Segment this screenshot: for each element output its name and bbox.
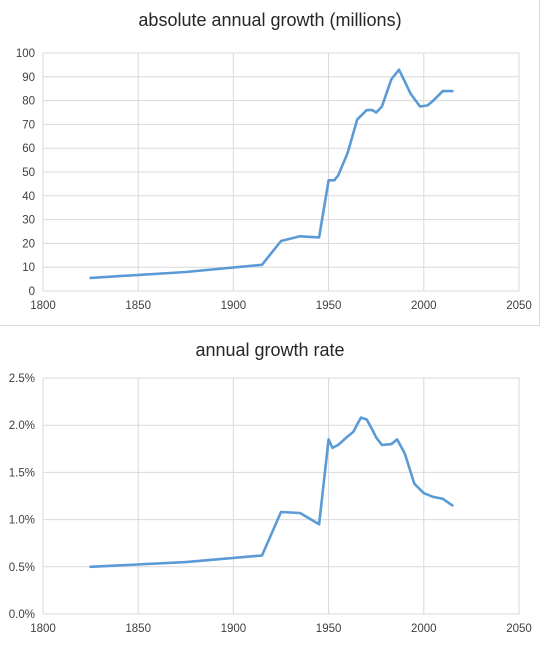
chart-panel-absolute-growth: absolute annual growth (millions) 0 10 20 3… — [0, 0, 540, 326]
y-tick-label: 0.5% — [9, 562, 35, 574]
series-line — [89, 68, 454, 280]
x-tick-label: 2050 — [506, 623, 532, 635]
y-tick-label: 0 — [29, 286, 35, 298]
chart-title: absolute annual growth (millions) — [138, 10, 402, 30]
chart-title: annual growth rate — [195, 340, 345, 360]
x-tick-label: 1800 — [30, 623, 56, 635]
chart-plot-absolute-growth: 0 10 20 30 40 50 60 70 80 90 100 1800 1850 1900 1950 20… — [16, 48, 532, 312]
x-tick-label: 1900 — [221, 623, 247, 635]
y-tick-label: 90 — [22, 72, 35, 84]
x-tick-label: 1950 — [316, 623, 342, 635]
x-tick-label: 1900 — [221, 300, 247, 312]
y-tick-label: 30 — [22, 215, 35, 227]
y-tick-label: 70 — [22, 119, 35, 131]
y-tick-label: 1.0% — [9, 515, 35, 527]
y-tick-label: 2.0% — [9, 420, 35, 432]
x-tick-label: 1950 — [316, 300, 342, 312]
y-tick-label: 1.5% — [9, 467, 35, 479]
y-tick-label: 20 — [22, 238, 35, 250]
x-tick-label: 1850 — [125, 623, 151, 635]
y-tick-label: 50 — [22, 167, 35, 179]
chart-plot-growth-rate: 0.0% 0.5% 1.0% 1.5% 2.0% 2.5% 1800 1850 1900 1950… — [9, 373, 532, 635]
y-tick-label: 10 — [22, 262, 35, 274]
y-tick-label: 0.0% — [9, 609, 35, 621]
series-line — [89, 416, 454, 569]
y-tick-label: 60 — [22, 143, 35, 155]
y-tick-label: 40 — [22, 191, 35, 203]
x-tick-label: 2050 — [506, 300, 532, 312]
y-tick-label: 100 — [16, 48, 35, 60]
y-tick-label: 2.5% — [9, 373, 35, 385]
x-tick-label: 1800 — [30, 300, 56, 312]
chart-panel-growth-rate: annual growth rate 0.0% 0.5% 1.0% 1.5% 2.0% 2… — [0, 332, 540, 653]
x-tick-label: 2000 — [411, 300, 437, 312]
x-tick-label: 1850 — [125, 300, 151, 312]
x-tick-label: 2000 — [411, 623, 437, 635]
y-tick-label: 80 — [22, 96, 35, 108]
